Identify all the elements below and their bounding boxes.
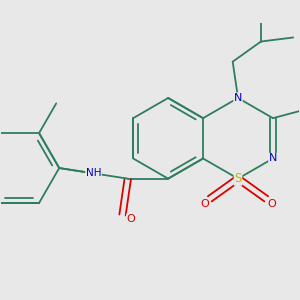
Text: N: N — [269, 154, 277, 164]
Text: S: S — [234, 172, 242, 185]
Text: O: O — [200, 199, 209, 209]
Text: O: O — [127, 214, 135, 224]
Text: NH: NH — [86, 168, 101, 178]
Text: N: N — [234, 93, 242, 103]
Text: O: O — [267, 199, 276, 209]
